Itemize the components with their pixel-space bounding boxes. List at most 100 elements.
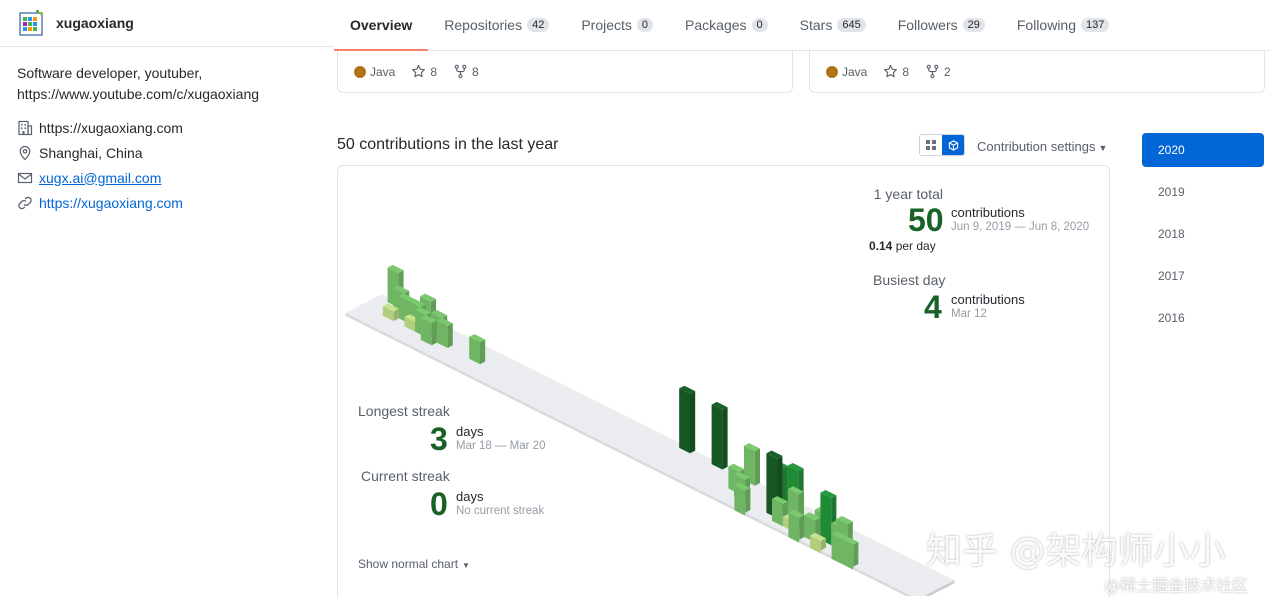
grid-view-button[interactable] — [920, 135, 942, 155]
empty-cell — [475, 375, 492, 384]
isometric-contribution-chart — [345, 264, 955, 596]
empty-cell — [415, 339, 432, 348]
cell-side — [594, 437, 605, 446]
empty-cell — [555, 399, 572, 408]
cell-side — [518, 399, 530, 408]
star-count: 8 — [902, 64, 910, 79]
empty-cell — [609, 426, 626, 435]
year-link[interactable]: 2020 — [1142, 133, 1264, 167]
empty-cell — [890, 566, 907, 575]
year-link[interactable]: 2018 — [1158, 227, 1185, 241]
cell-side — [766, 523, 778, 532]
longest-streak-unit: days — [456, 424, 484, 439]
empty-cell — [577, 420, 594, 429]
empty-cell — [582, 396, 598, 405]
empty-cell — [653, 458, 670, 467]
settings-label: Contribution settings — [977, 139, 1096, 154]
repo-forks[interactable]: 2 — [925, 64, 951, 79]
mail-icon — [17, 172, 33, 183]
tab-repositories[interactable]: Repositories 42 — [428, 0, 565, 50]
tab-counter: 645 — [837, 18, 866, 32]
website-link[interactable]: https://xugaoxiang.com — [39, 194, 183, 211]
tab-label: Overview — [350, 17, 413, 33]
empty-cell — [561, 407, 578, 416]
empty-cell — [502, 383, 518, 392]
empty-cell — [496, 385, 513, 394]
empty-cell — [712, 472, 728, 481]
repo-forks[interactable]: 8 — [453, 64, 479, 79]
profile-tabs: Overview Repositories 42 Projects 0 Pack… — [334, 0, 1270, 51]
contribution-bar — [734, 471, 750, 480]
longest-streak-value: 3 — [430, 421, 448, 457]
tab-following[interactable]: Following 137 — [1001, 0, 1126, 50]
tab-packages[interactable]: Packages 0 — [669, 0, 784, 50]
empty-cell — [388, 321, 405, 330]
empty-cell — [906, 558, 922, 567]
empty-cell — [480, 361, 496, 370]
empty-cell — [410, 342, 427, 351]
language-color-dot — [354, 65, 366, 78]
current-streak-note: No current streak — [456, 505, 545, 517]
empty-cell — [917, 585, 934, 594]
longest-streak-range: Mar 18 — Mar 20 — [456, 440, 546, 452]
contribution-bar — [831, 531, 848, 540]
empty-cell — [685, 464, 702, 473]
star-icon — [412, 64, 426, 78]
empty-cell — [452, 331, 469, 340]
empty-cell — [933, 577, 950, 586]
empty-cell — [361, 312, 378, 321]
empty-cell — [706, 474, 723, 483]
empty-cell — [874, 564, 891, 573]
empty-cell — [593, 423, 610, 432]
year-link[interactable]: 2016 — [1158, 311, 1185, 325]
tab-projects[interactable]: Projects 0 — [565, 0, 669, 50]
empty-cell — [912, 588, 929, 596]
pinned-repo-card[interactable]: Java 8 8 — [337, 51, 793, 93]
username[interactable]: xugaoxiang — [56, 15, 134, 31]
empty-cell — [480, 372, 497, 381]
empty-cell — [448, 356, 464, 365]
empty-cell — [528, 369, 544, 378]
contribution-bar — [431, 309, 448, 318]
empty-cell — [679, 456, 696, 465]
tab-followers[interactable]: Followers 29 — [882, 0, 1001, 50]
empty-cell — [911, 566, 928, 575]
avatar[interactable] — [18, 9, 46, 37]
show-normal-label: Show normal chart — [358, 557, 459, 571]
tab-overview[interactable]: Overview — [334, 0, 429, 51]
empty-cell — [556, 410, 572, 419]
tab-stars[interactable]: Stars 645 — [784, 0, 882, 50]
cell-side — [734, 485, 746, 516]
empty-cell — [501, 361, 518, 370]
cube-view-button[interactable] — [942, 135, 964, 155]
empty-cell — [518, 385, 534, 394]
empty-cell — [663, 453, 680, 462]
email-link[interactable]: xugx.ai@gmail.com — [39, 169, 162, 186]
empty-cell — [604, 439, 621, 448]
contribution-settings-dropdown[interactable]: Contribution settings ▼ — [977, 139, 1107, 154]
year-link[interactable]: 2017 — [1158, 269, 1185, 283]
empty-cell — [518, 396, 535, 405]
empty-cell — [572, 423, 589, 432]
contribution-bar — [734, 482, 751, 491]
show-normal-chart-link[interactable]: Show normal chart ▼ — [358, 557, 470, 571]
empty-cell — [696, 480, 713, 489]
empty-cell — [615, 434, 632, 443]
empty-cell — [490, 356, 507, 365]
empty-cell — [550, 412, 567, 421]
empty-cell — [431, 342, 448, 351]
pinned-repo-card[interactable]: Java 8 2 — [809, 51, 1265, 93]
year-link[interactable]: 2019 — [1158, 185, 1185, 199]
cell-side — [475, 377, 486, 387]
empty-cell — [863, 558, 880, 567]
empty-cell — [636, 445, 653, 454]
empty-cell — [366, 299, 383, 308]
contribution-bar — [772, 496, 788, 505]
cell-side — [356, 318, 368, 327]
location-text: Shanghai, China — [39, 144, 143, 161]
repo-stars[interactable]: 8 — [883, 64, 909, 79]
empty-cell — [641, 431, 658, 440]
empty-cell — [356, 304, 372, 313]
per-day-value: 0.14 — [869, 239, 893, 253]
repo-stars[interactable]: 8 — [411, 64, 437, 79]
